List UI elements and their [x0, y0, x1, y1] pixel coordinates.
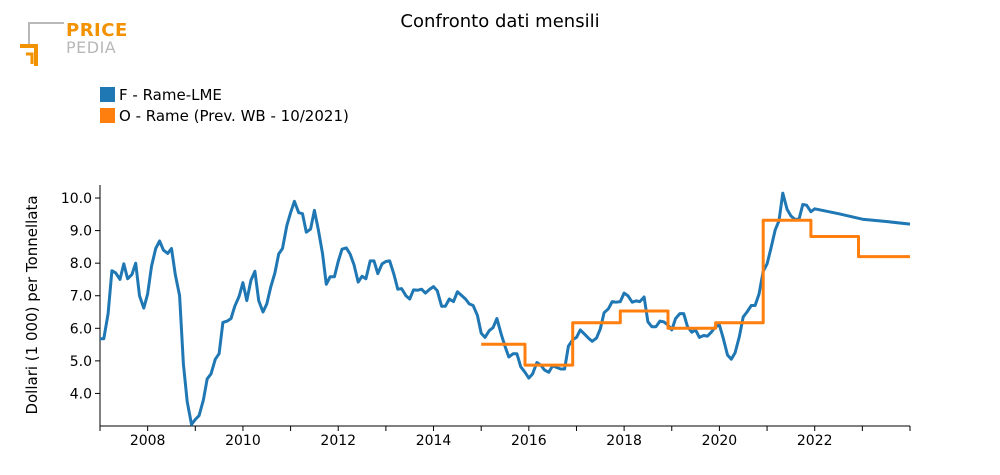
- y-tick-label: 7.0: [70, 289, 92, 305]
- x-tick-label: 2012: [320, 433, 356, 449]
- x-ticks: 2008 2010 2012 2014 2016 2018 2020 2022: [99, 426, 911, 449]
- x-tick-label: 2022: [797, 433, 833, 449]
- x-tick-label: 2008: [130, 433, 166, 449]
- y-ticks: 4.0 5.0 6.0 7.0 8.0 9.0 10.0: [61, 191, 100, 402]
- legend-item-futures: F - Rame-LME: [100, 84, 349, 105]
- legend-label-forecast: O - Rame (Prev. WB - 10/2021): [119, 106, 349, 125]
- y-tick-label: 8.0: [70, 256, 92, 272]
- logo-text-pedia: PEDIA: [66, 38, 117, 57]
- legend-label-futures: F - Rame-LME: [119, 85, 222, 104]
- legend-item-forecast: O - Rame (Prev. WB - 10/2021): [100, 105, 349, 126]
- axes: [99, 185, 910, 427]
- legend-swatch-forecast: [100, 108, 115, 123]
- chart-legend: F - Rame-LME O - Rame (Prev. WB - 10/202…: [100, 84, 349, 126]
- y-tick-label: 5.0: [70, 354, 92, 370]
- y-axis-label: Dollari (1 000) per Tonnellata: [23, 195, 41, 414]
- series-line-futures: [100, 191, 911, 426]
- chart-title: Confronto dati mensili: [400, 11, 600, 32]
- series-layer: [100, 191, 911, 426]
- y-tick-label: 9.0: [70, 224, 92, 240]
- y-tick-label: 10.0: [61, 191, 92, 207]
- y-tick-label: 6.0: [70, 321, 92, 337]
- x-tick-label: 2018: [606, 433, 642, 449]
- series-line-forecast: [481, 218, 910, 367]
- logo-text-price: PRICE: [66, 20, 128, 41]
- x-tick-label: 2020: [702, 433, 738, 449]
- pricepedia-logo: PRICE PEDIA: [20, 20, 130, 68]
- x-tick-label: 2014: [416, 433, 452, 449]
- logo-mark: [20, 22, 64, 66]
- x-tick-label: 2016: [511, 433, 547, 449]
- legend-swatch-futures: [100, 87, 115, 102]
- x-tick-label: 2010: [225, 433, 261, 449]
- y-tick-label: 4.0: [70, 386, 92, 402]
